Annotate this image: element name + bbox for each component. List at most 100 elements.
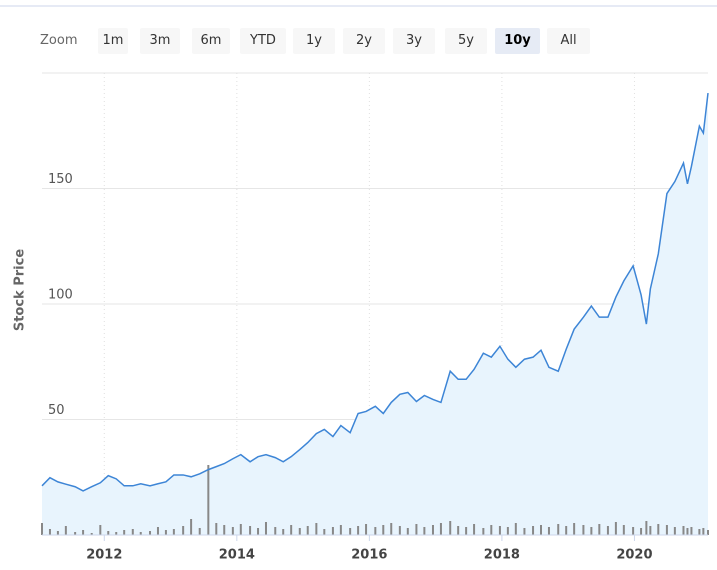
volume-bar	[657, 524, 660, 535]
volume-bar	[215, 523, 218, 535]
volume-bar	[182, 526, 185, 535]
volume-bar	[532, 526, 535, 535]
range-button[interactable]: 1m	[98, 28, 128, 54]
volume-bar	[323, 529, 326, 535]
range-button[interactable]: 5y	[445, 28, 487, 54]
volume-bar	[457, 526, 460, 535]
volume-bar	[48, 529, 51, 535]
y-tick-label: 150	[48, 172, 73, 187]
volume-bar	[298, 528, 301, 535]
volume-bar	[590, 527, 593, 535]
volume-bar	[64, 526, 67, 535]
volume-bar	[156, 527, 159, 535]
volume-bar	[82, 530, 85, 535]
volume-bar	[423, 527, 426, 535]
volume-bar	[164, 530, 167, 535]
volume-bar	[598, 524, 601, 535]
volume-bar	[582, 525, 585, 535]
volume-bar	[315, 523, 318, 535]
volume-bar	[115, 532, 118, 535]
volume-bar	[264, 522, 267, 535]
volume-bar	[698, 529, 701, 535]
volume-bar	[682, 526, 685, 535]
volume-bar	[207, 465, 210, 535]
volume-bar	[123, 530, 126, 535]
volume-bar	[665, 525, 668, 535]
volume-bar	[622, 525, 625, 535]
volume-bar	[198, 528, 201, 535]
volume-bar	[90, 533, 93, 535]
volume-bar	[99, 525, 102, 535]
range-button[interactable]: 1y	[293, 28, 335, 54]
range-button[interactable]: 3m	[140, 28, 180, 54]
volume-bar	[473, 524, 476, 535]
range-button[interactable]: All	[547, 28, 590, 54]
volume-bar	[398, 526, 401, 535]
volume-bar	[339, 525, 342, 535]
range-button[interactable]: 10y	[495, 28, 540, 54]
volume-bar	[540, 525, 543, 535]
volume-bar	[172, 529, 175, 535]
volume-bar	[349, 528, 352, 535]
volume-bar	[506, 527, 509, 535]
volume-bar	[573, 523, 576, 535]
volume-bar	[282, 529, 285, 535]
volume-bar	[645, 521, 648, 535]
volume-bar	[686, 528, 689, 535]
x-tick-label: 2016	[351, 548, 387, 563]
y-axis-title: Stock Price	[13, 249, 28, 331]
y-tick-label: 50	[48, 403, 65, 418]
volume-bar	[139, 532, 142, 535]
volume-bar	[565, 526, 568, 535]
volume-bar	[707, 530, 709, 535]
y-tick-label: 100	[48, 288, 73, 303]
volume-bar	[231, 527, 234, 535]
volume-bar	[357, 526, 360, 535]
volume-bar	[274, 527, 277, 535]
range-button[interactable]: 3y	[393, 28, 435, 54]
volume-bar	[514, 523, 517, 535]
volume-bar	[382, 525, 385, 535]
volume-bar	[465, 527, 468, 535]
x-tick-label: 2020	[616, 548, 652, 563]
volume-bar	[374, 527, 377, 535]
volume-bar	[649, 526, 652, 535]
volume-bar	[56, 531, 59, 535]
price-line	[41, 93, 709, 492]
range-button[interactable]: 6m	[192, 28, 230, 54]
volume-bar	[223, 525, 226, 535]
volume-bar	[640, 528, 643, 535]
volume-bar	[390, 523, 393, 535]
volume-bar	[690, 527, 693, 535]
volume-bar	[614, 522, 617, 535]
volume-bar	[557, 524, 560, 535]
volume-bar	[523, 528, 526, 535]
volume-bar	[415, 524, 418, 535]
volume-bar	[449, 521, 452, 535]
zoom-label: Zoom	[40, 33, 78, 48]
volume-bar	[482, 528, 485, 535]
volume-bar	[431, 525, 434, 535]
volume-bar	[74, 532, 77, 535]
range-button[interactable]: 2y	[343, 28, 385, 54]
volume-bar	[606, 526, 609, 535]
volume-bar	[190, 519, 193, 535]
volume-bar	[257, 528, 260, 535]
volume-bar	[149, 531, 152, 535]
x-tick-label: 2012	[86, 548, 122, 563]
volume-bar	[406, 528, 409, 535]
volume-bar	[290, 525, 293, 535]
volume-bar	[306, 526, 309, 535]
volume-bar	[41, 523, 43, 535]
price-area	[42, 93, 708, 536]
volume-bar	[439, 523, 442, 535]
range-button[interactable]: YTD	[240, 28, 286, 54]
x-tick-label: 2014	[219, 548, 255, 563]
volume-bar	[249, 526, 252, 535]
volume-bar	[547, 527, 550, 535]
volume-bar	[498, 526, 501, 535]
volume-bar	[490, 525, 493, 535]
volume-bar	[107, 531, 110, 535]
